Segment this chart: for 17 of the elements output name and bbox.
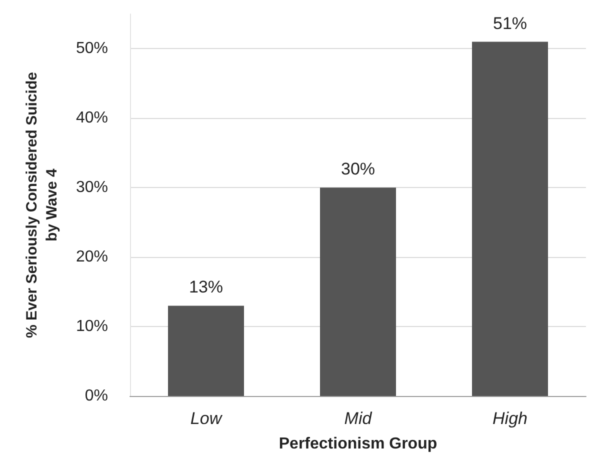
x-tick-label: High bbox=[492, 409, 528, 428]
data-label: 51% bbox=[492, 14, 528, 33]
bar bbox=[168, 306, 244, 396]
y-tick-label: 30% bbox=[76, 179, 108, 196]
data-label: 30% bbox=[340, 160, 376, 179]
data-label: 13% bbox=[188, 278, 224, 297]
x-tick-label: Mid bbox=[344, 409, 372, 428]
y-tick-label: 40% bbox=[76, 110, 108, 127]
bar bbox=[472, 42, 548, 396]
x-tick-label: Low bbox=[190, 409, 224, 428]
y-tick-label: 20% bbox=[76, 248, 108, 266]
y-tick-label: 50% bbox=[76, 40, 108, 58]
y-tick-label: 10% bbox=[76, 318, 108, 336]
bar bbox=[320, 188, 396, 396]
y-tick-label: 0% bbox=[84, 388, 108, 404]
y-axis-title: % Ever Seriously Considered Suicide by Wave 4 bbox=[24, 72, 60, 338]
x-axis-title: Perfectionism Group bbox=[278, 436, 438, 452]
